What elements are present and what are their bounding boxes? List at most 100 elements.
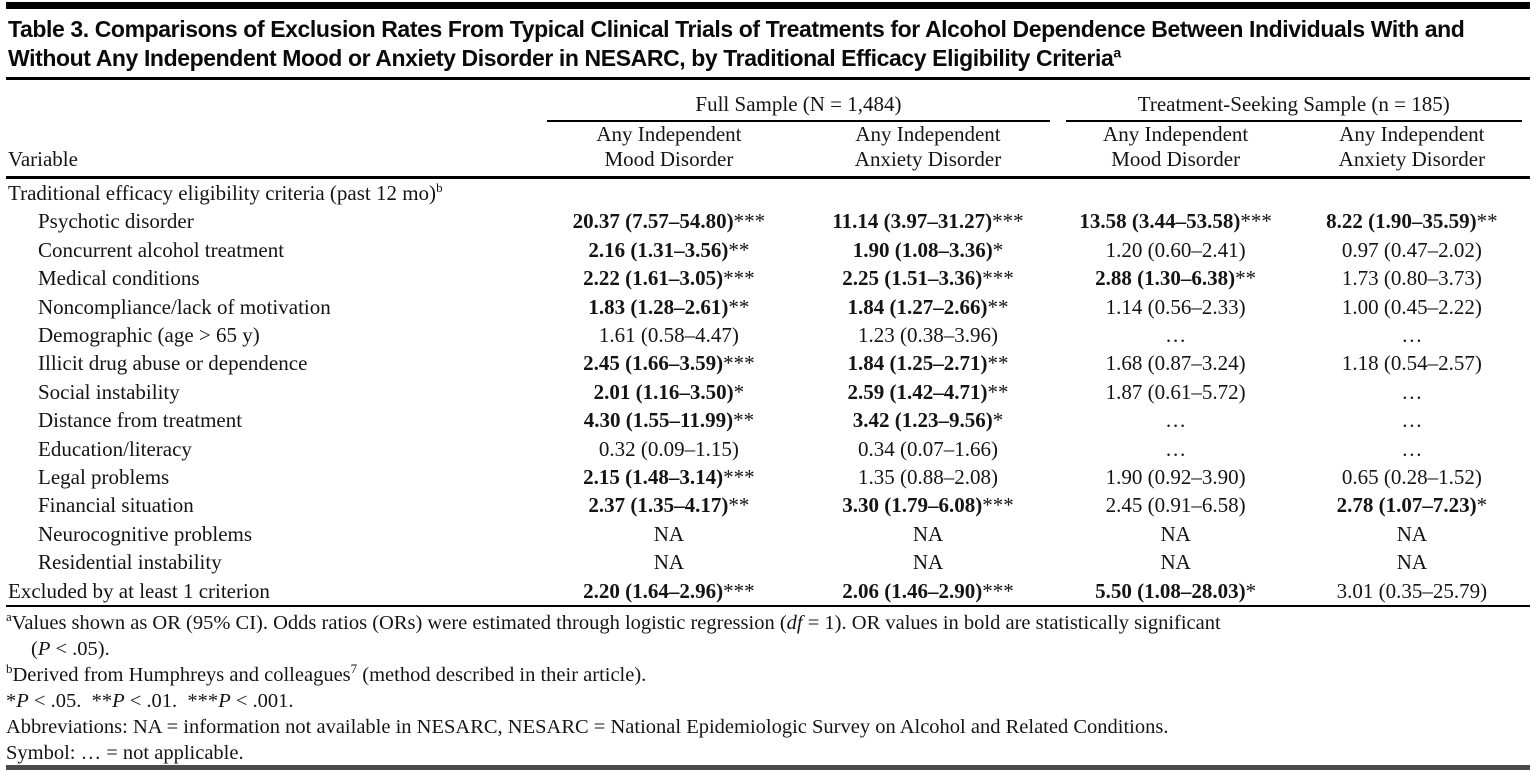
cell-value: 1.84 (1.25–2.71)** (847, 351, 1009, 376)
col-header-full-anxiety: Any Independent Anxiety Disorder (798, 122, 1058, 179)
significance-stars: ** (733, 408, 755, 433)
table-row: Psychotic disorder 20.37 (7.57–54.80)*** 1… (6, 207, 1530, 235)
col-header-label: Any Independent Mood Disorder (1103, 122, 1249, 171)
table-row: Neurocognitive problems NA NA NA NA (6, 520, 1530, 548)
significance-stars: ** (728, 294, 750, 319)
cell-value: 2.15 (1.48–3.14)*** (583, 465, 755, 490)
cell-value: 2.37 (1.35–4.17)** (588, 493, 750, 518)
cell-value: … (1401, 408, 1423, 433)
bottom-rule-bar (6, 765, 1530, 770)
cell-value: 8.22 (1.90–35.59)** (1326, 209, 1498, 234)
cell-value: 1.73 (0.80–3.73) (1341, 266, 1482, 291)
cell-value: 1.84 (1.27–2.66)** (847, 294, 1009, 319)
cell-value: NA (912, 521, 944, 546)
cell-value: 1.90 (0.92–3.90) (1105, 465, 1246, 490)
significance-stars: ** (987, 294, 1009, 319)
significance-stars: *** (982, 266, 1014, 291)
cell-value: 0.97 (0.47–2.02) (1341, 237, 1482, 262)
row-label: Financial situation (38, 493, 194, 518)
row-label: Social instability (38, 379, 180, 404)
cell-value (1058, 178, 1294, 208)
table-row: Concurrent alcohol treatment 2.16 (1.31–3… (6, 236, 1530, 264)
table-row: Education/literacy 0.32 (0.09–1.15) 0.34 (… (6, 435, 1530, 463)
cell-value: 2.20 (1.64–2.96)*** (539, 576, 799, 608)
cell-value: 0.34 (0.07–1.66) (858, 436, 998, 461)
cell-value: 3.30 (1.79–6.08)*** (842, 493, 1014, 518)
cell-value: … (1401, 436, 1423, 461)
cell-value: 5.50 (1.08–28.03)* (1057, 576, 1294, 608)
footnote-line: Symbol: … = not applicable. (6, 742, 244, 765)
cell-value (798, 178, 1057, 208)
col-header-label: Any Independent Mood Disorder (596, 122, 742, 171)
table-title: Table 3. Comparisons of Exclusion Rates … (8, 15, 1528, 73)
cell-value: 1.00 (0.45–2.22) (1341, 294, 1482, 319)
row-label: Excluded by at least 1 criterion (6, 576, 540, 608)
cell-value: … (1401, 379, 1423, 404)
significance-stars: * (992, 408, 1004, 433)
cell-value: NA (1396, 521, 1428, 546)
row-label: Education/literacy (38, 436, 192, 461)
cell-value: 4.30 (1.55–11.99)** (583, 408, 755, 433)
cell-value: … (1165, 408, 1187, 433)
significance-stars: * (733, 379, 745, 404)
cell-value: NA (1396, 550, 1428, 575)
cell-value: 1.61 (0.58–4.47) (598, 323, 739, 348)
footnote-superscript: 7 (350, 661, 358, 677)
footnote-italic-text: P (112, 690, 125, 713)
row-footnote-marker: b (436, 180, 443, 195)
cell-value: 0.65 (0.28–1.52) (1341, 465, 1482, 490)
table-row: Illicit drug abuse or dependence 2.45 (1.… (6, 349, 1530, 377)
cell-value (539, 178, 798, 208)
cell-value: … (1165, 436, 1187, 461)
table-row: Social instability 2.01 (1.16–3.50)* 2.59 … (6, 378, 1530, 406)
table-row: Medical conditions 2.22 (1.61–3.05)*** 2.2… (6, 264, 1530, 292)
cell-value: 3.01 (0.35–25.79) (1293, 576, 1530, 608)
table-row: Financial situation 2.37 (1.35–4.17)** 3.3… (6, 491, 1530, 519)
variable-column-header: Variable (6, 122, 540, 179)
cell-value (1294, 178, 1530, 208)
footnote-italic-text: P (16, 690, 29, 713)
cell-value: NA (1160, 521, 1191, 546)
cell-value: 0.32 (0.09–1.15) (598, 436, 739, 461)
cell-value: 1.35 (0.88–2.08) (858, 465, 998, 490)
cell-value: 2.45 (1.66–3.59)*** (583, 351, 755, 376)
cell-value: 2.16 (1.31–3.56)** (588, 237, 750, 262)
footnotes-block: aValues shown as OR (95% CI). Odds ratio… (6, 610, 1530, 766)
row-label: Traditional efficacy eligibility criteri… (8, 180, 443, 205)
cell-value: … (1165, 323, 1187, 348)
table-title-text: Table 3. Comparisons of Exclusion Rates … (8, 16, 1465, 71)
significance-stars: * (1245, 578, 1257, 603)
footnote-line: bDerived from Humphreys and colleagues7 … (6, 661, 647, 687)
row-label: Neurocognitive problems (38, 521, 253, 546)
cell-value: 20.37 (7.57–54.80)*** (572, 209, 766, 234)
cell-value: 1.68 (0.87–3.24) (1105, 351, 1246, 376)
row-label: Psychotic disorder (38, 209, 194, 234)
col-header-ts-anxiety: Any Independent Anxiety Disorder (1293, 122, 1530, 179)
significance-stars: ** (987, 351, 1009, 376)
significance-stars: ** (987, 379, 1009, 404)
table-row: Excluded by at least 1 criterion 2.20 (1.… (6, 576, 1530, 608)
group-header-row: Full Sample (N = 1,484) Treatment-Seekin… (6, 86, 1530, 122)
footnote-italic-text: df (786, 612, 803, 635)
footnote-line: Abbreviations: NA = information not avai… (6, 716, 1169, 739)
cell-value: 2.01 (1.16–3.50)* (593, 379, 745, 404)
significance-stars: *** (723, 351, 755, 376)
significance-stars: *** (982, 578, 1014, 603)
column-header-row: Variable Any Independent Mood Disorder A… (6, 122, 1530, 179)
corner-cell (6, 86, 539, 122)
significance-stars: ** (1476, 209, 1498, 234)
table-row: Residential instability NA NA NA NA (6, 548, 1530, 576)
footnote-superscript: a (6, 609, 12, 625)
table-row: Distance from treatment 4.30 (1.55–11.99)… (6, 406, 1530, 434)
group-header-full-sample: Full Sample (N = 1,484) (539, 86, 1057, 122)
title-divider-rule (6, 77, 1530, 80)
table-row: Traditional efficacy eligibility criteri… (6, 178, 1530, 208)
cell-value: 1.90 (1.08–3.36)* (852, 237, 1004, 262)
footnote-line: aValues shown as OR (95% CI). Odds ratio… (6, 609, 1221, 661)
col-header-full-mood: Any Independent Mood Disorder (539, 122, 799, 179)
group-label-treatment-seeking: Treatment-Seeking Sample (n = 185) (1065, 92, 1522, 122)
significance-stars: * (1476, 493, 1488, 518)
significance-stars: *** (723, 578, 755, 603)
cell-value: 2.06 (1.46–2.90)*** (798, 576, 1058, 608)
col-header-label: Any Independent Anxiety Disorder (1338, 122, 1486, 171)
